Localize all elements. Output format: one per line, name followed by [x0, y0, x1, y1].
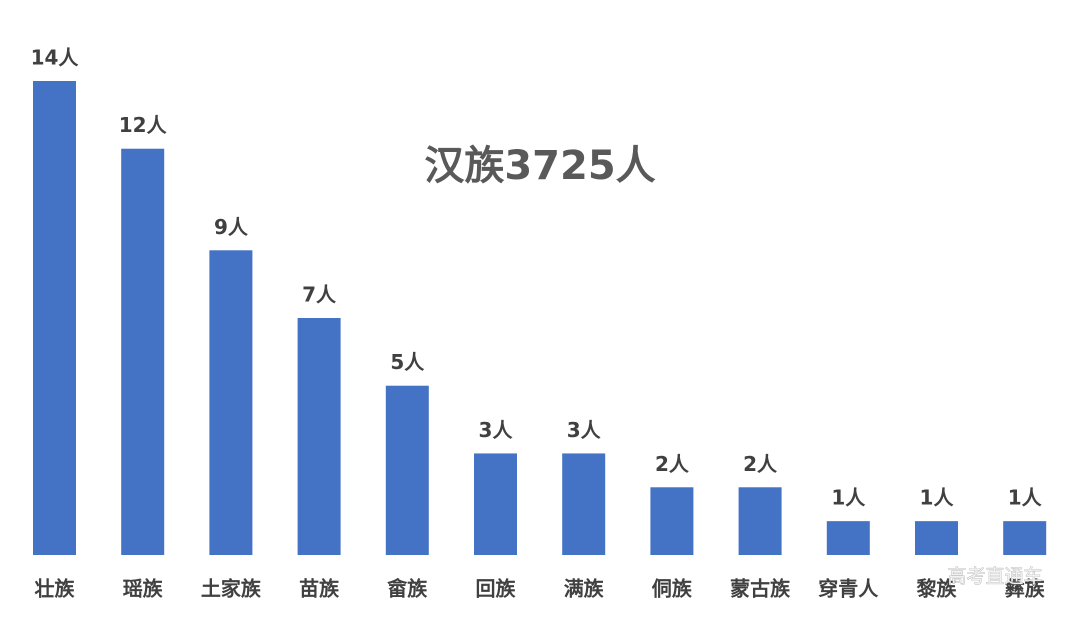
x-tick-label: 壮族 — [35, 577, 76, 601]
bar — [562, 453, 606, 555]
data-label: 1人 — [1008, 486, 1043, 510]
data-label: 14人 — [31, 46, 80, 70]
x-tick-label: 彝族 — [1005, 577, 1046, 601]
x-tick-label: 土家族 — [201, 577, 262, 601]
x-tick-label: 回族 — [476, 577, 517, 601]
data-label: 1人 — [831, 486, 866, 510]
data-label: 3人 — [479, 418, 514, 442]
data-label: 3人 — [567, 418, 602, 442]
bar — [33, 81, 76, 555]
data-label: 2人 — [743, 452, 778, 476]
bar — [915, 521, 958, 555]
x-tick-label: 瑶族 — [123, 577, 164, 601]
bar — [209, 250, 253, 556]
bar — [474, 453, 517, 555]
bar — [738, 487, 782, 555]
bar — [121, 148, 165, 555]
bar — [385, 385, 429, 555]
bar — [650, 487, 694, 555]
bar — [826, 521, 870, 555]
x-tick-label: 畲族 — [386, 577, 428, 601]
x-tick-label: 穿青人 — [818, 577, 879, 601]
x-tick-label: 苗族 — [299, 577, 340, 601]
data-label: 5人 — [390, 350, 425, 374]
bar — [1003, 521, 1047, 555]
x-tick-label: 侗族 — [651, 577, 693, 601]
data-label: 7人 — [302, 283, 337, 307]
data-label: 9人 — [214, 215, 249, 239]
watermark: 高考直通车 — [947, 566, 1042, 588]
bar — [297, 318, 341, 555]
data-label: 1人 — [920, 486, 955, 510]
x-tick-label: 蒙古族 — [730, 577, 791, 601]
annotation: 汉族3725人 — [424, 143, 655, 189]
x-tick-label: 黎族 — [917, 577, 958, 601]
data-label: 2人 — [655, 452, 690, 476]
data-label: 12人 — [119, 113, 168, 137]
x-tick-label: 满族 — [564, 577, 605, 601]
